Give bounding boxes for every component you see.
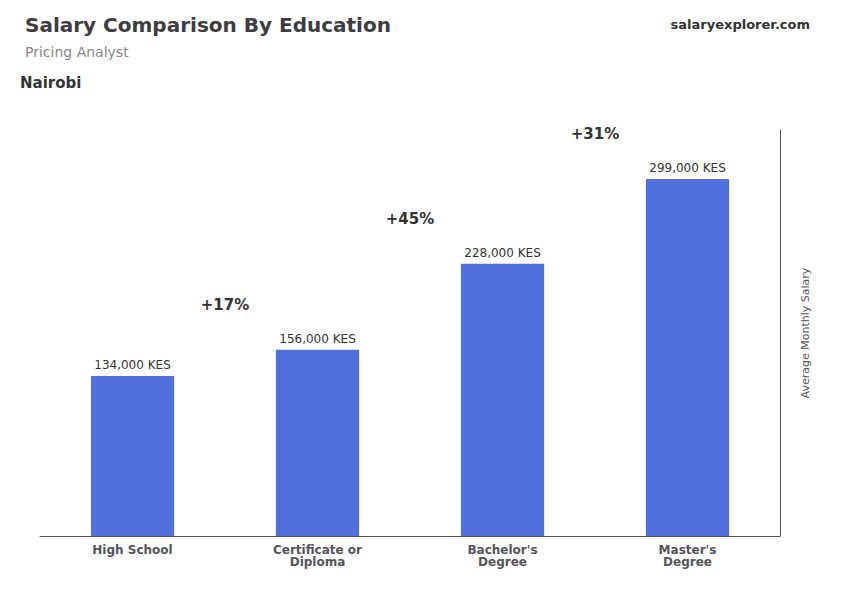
svg-text:Nairobi: Nairobi	[20, 74, 81, 92]
svg-text:High School: High School	[92, 543, 172, 557]
svg-text:Average Monthly Salary: Average Monthly Salary	[799, 267, 812, 398]
svg-text:Degree: Degree	[663, 555, 712, 569]
svg-text:+45%: +45%	[386, 210, 434, 228]
svg-text:228,000 KES: 228,000 KES	[464, 246, 541, 260]
svg-text:Diploma: Diploma	[290, 555, 346, 569]
svg-text:156,000 KES: 156,000 KES	[279, 332, 356, 346]
svg-text:299,000 KES: 299,000 KES	[649, 161, 726, 175]
svg-text:Salary Comparison By Education: Salary Comparison By Education	[25, 13, 391, 37]
svg-text:salaryexplorer.com: salaryexplorer.com	[671, 17, 810, 32]
svg-text:Degree: Degree	[478, 555, 527, 569]
svg-text:134,000 KES: 134,000 KES	[94, 358, 171, 372]
svg-text:Pricing Analyst: Pricing Analyst	[25, 44, 129, 60]
svg-text:+17%: +17%	[201, 296, 249, 314]
svg-text:Master's: Master's	[658, 543, 717, 557]
svg-text:Certificate or: Certificate or	[273, 543, 362, 557]
svg-text:+31%: +31%	[571, 125, 619, 143]
svg-text:Bachelor's: Bachelor's	[467, 543, 538, 557]
